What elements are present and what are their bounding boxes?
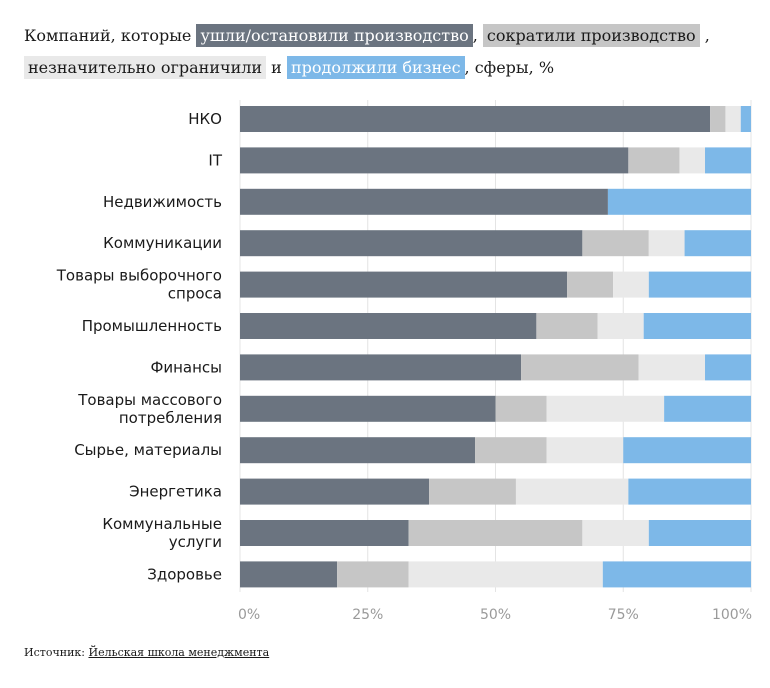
bar-segment [546, 395, 665, 422]
bar-segment [582, 230, 649, 257]
category-label: IT [208, 151, 222, 169]
bar-segment [664, 395, 751, 422]
title-conj: и [271, 58, 282, 77]
category-label: Товары выборочного спроса [56, 267, 222, 303]
bar-segment [546, 437, 624, 464]
bar-segment [408, 520, 583, 546]
category-label: Промышленность [82, 317, 222, 335]
bar-segment [597, 313, 644, 339]
bar-segment [628, 147, 680, 174]
bar-segment [638, 354, 706, 381]
bar-segment [240, 106, 711, 132]
legend-exited: ушли/остановили производство [196, 24, 473, 47]
category-label: Недвижимость [103, 193, 222, 211]
bar-segment [475, 437, 547, 464]
bar-segment [648, 520, 751, 546]
stacked-bar-chart: НКО IT Недвижимость Коммуникации Товары выбо… [56, 100, 752, 623]
bar-segment [623, 437, 751, 464]
bar-segment [628, 478, 751, 505]
bar-segment [240, 520, 409, 546]
x-tick-label: 75% [608, 607, 639, 623]
category-label: Товары массового потребления [77, 391, 222, 427]
bar-segment [740, 106, 751, 132]
category-label: Финансы [150, 358, 222, 376]
bar-segment [602, 561, 751, 588]
bar-segment [705, 147, 751, 174]
x-tick-label: 25% [352, 607, 383, 623]
legend-continued: продолжили бизнес [286, 56, 465, 79]
bar-segment [240, 271, 568, 298]
bar-segment [240, 478, 430, 505]
source-label: Источник: [24, 646, 85, 659]
bar-segment [582, 520, 649, 546]
bar-segment [495, 395, 547, 422]
category-label: Коммунальные услуги [102, 515, 222, 551]
source-link[interactable]: Йельская школа менеджмента [88, 646, 270, 659]
bar-segment [240, 147, 629, 174]
bar-segment [515, 478, 629, 505]
bar-segment [240, 561, 338, 588]
title-sep-1: , [472, 26, 478, 45]
bar-segment [536, 313, 598, 339]
bar-segment [337, 561, 409, 588]
x-tick-label: 100% [712, 607, 752, 623]
bar-segment [429, 478, 516, 505]
category-label: НКО [188, 110, 222, 128]
title-suffix: , сферы, % [464, 58, 555, 77]
title-sep-2: , [704, 26, 710, 45]
bar-segment [684, 230, 751, 257]
title-prefix: Компаний, которые [24, 26, 192, 45]
bar-segment [648, 230, 685, 257]
bar-segment [679, 147, 706, 174]
x-tick-label: 50% [480, 607, 511, 623]
bar-segment [607, 188, 751, 215]
category-label: Сырье, материалы [74, 441, 222, 459]
category-label: Энергетика [129, 483, 222, 501]
bar-segment [240, 230, 583, 257]
bar-segment [648, 271, 751, 298]
category-label: Здоровье [147, 565, 222, 583]
bar-segment [521, 354, 639, 381]
legend-limited: незначительно ограничили [24, 56, 267, 79]
bar-segment [240, 313, 537, 339]
bar-segment [613, 271, 649, 298]
bar-segment [705, 354, 751, 381]
bar-segment [710, 106, 726, 132]
bar-segment [567, 271, 614, 298]
chart-title: Компаний, которые ушли/остановили произв… [24, 20, 754, 84]
category-label: Коммуникации [103, 234, 222, 252]
source-note: Источник: Йельская школа менеджмента [24, 646, 269, 659]
legend-reduced: сократили производство [482, 24, 700, 47]
bar-segment [643, 313, 751, 339]
bar-segment [240, 188, 608, 215]
bar-segment [725, 106, 741, 132]
bar-segment [408, 561, 603, 588]
bar-segment [240, 395, 496, 422]
x-tick-label: 0% [238, 607, 260, 623]
bar-segment [240, 437, 476, 464]
bar-segment [240, 354, 522, 381]
